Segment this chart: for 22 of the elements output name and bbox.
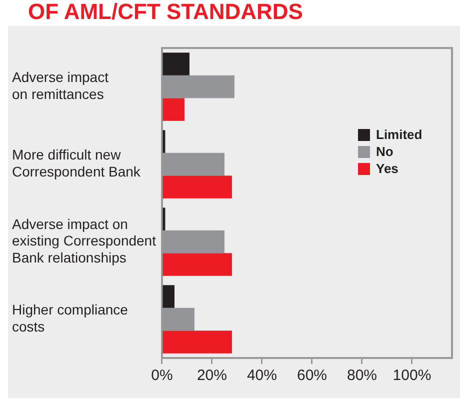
legend-label: Yes xyxy=(376,161,398,176)
y-tick-label: Higher compliance costs xyxy=(12,302,128,335)
bar xyxy=(162,253,232,276)
x-tick-label: 80% xyxy=(346,367,378,384)
bar xyxy=(162,330,232,354)
legend-label: No xyxy=(376,144,394,159)
x-tick-label: 20% xyxy=(196,367,227,384)
bar xyxy=(162,285,174,308)
bar xyxy=(162,208,166,230)
x-tick-label: 40% xyxy=(246,367,277,384)
legend-label: Limited xyxy=(376,127,422,142)
x-tick-label: 60% xyxy=(296,367,327,384)
bar xyxy=(162,130,166,153)
y-tick-label: Adverse impact on existing Correspondent Bank relationships xyxy=(12,216,156,266)
x-tick-label: 0% xyxy=(151,367,173,384)
bar xyxy=(162,98,184,121)
bar xyxy=(162,176,232,198)
chart-title: OF AML/CFT STANDARDS xyxy=(27,0,304,24)
x-tick-label: 100% xyxy=(392,367,432,384)
y-tick-label: Adverse impact on remittances xyxy=(12,69,109,102)
y-tick-label: More difficult new Correspondent Bank xyxy=(12,146,142,180)
bar xyxy=(162,52,190,76)
